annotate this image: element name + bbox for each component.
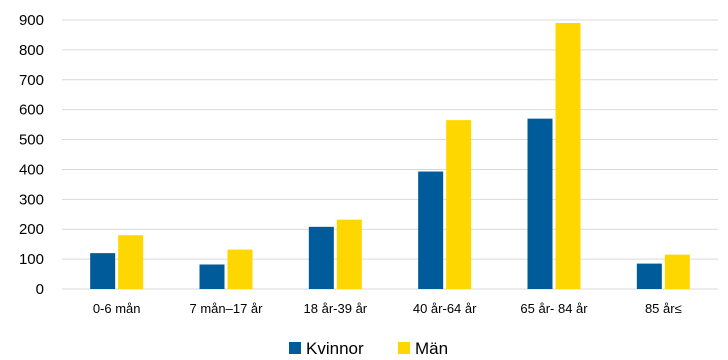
y-tick-label: 800 — [19, 42, 44, 59]
legend-swatch — [289, 342, 301, 354]
x-tick-label: 40 år-64 år — [413, 301, 477, 316]
x-tick-label: 65 år- 84 år — [520, 301, 588, 316]
bar-man — [227, 249, 253, 289]
legend-label: Kvinnor — [306, 339, 364, 358]
y-tick-label: 100 — [19, 251, 44, 268]
y-tick-label: 0 — [36, 281, 44, 298]
grid-lines — [62, 19, 718, 290]
y-tick-label: 700 — [19, 72, 44, 89]
x-tick-label: 0-6 mån — [93, 301, 141, 316]
bar-kvinnor — [90, 253, 116, 289]
y-axis-ticks: 0 100 200 300 400 500 600 700 800 900 — [19, 12, 44, 298]
x-axis-ticks: 0-6 mån 7 mån–17 år 18 år-39 år 40 år-64 år… — [93, 301, 682, 316]
legend-swatch — [398, 342, 410, 354]
y-tick-label: 900 — [19, 12, 44, 29]
bar-kvinnor — [418, 171, 444, 289]
bar-kvinnor — [527, 118, 553, 289]
bar-man — [555, 22, 581, 289]
bar-man — [118, 235, 144, 289]
x-tick-label: 85 år≤ — [645, 301, 682, 316]
bar-man — [664, 254, 690, 289]
bar-man — [446, 120, 472, 289]
y-tick-label: 300 — [19, 191, 44, 208]
bar-kvinnor — [636, 263, 662, 289]
x-tick-label: 7 mån–17 år — [190, 301, 264, 316]
bar-man — [336, 219, 362, 289]
bars — [90, 22, 690, 289]
bar-kvinnor — [308, 226, 334, 289]
y-tick-label: 600 — [19, 102, 44, 119]
y-tick-label: 200 — [19, 221, 44, 238]
y-tick-label: 400 — [19, 161, 44, 178]
legend: Kvinnor Män — [289, 339, 448, 358]
y-tick-label: 500 — [19, 132, 44, 149]
x-tick-label: 18 år-39 år — [304, 301, 368, 316]
legend-label: Män — [415, 339, 448, 358]
bar-kvinnor — [199, 264, 225, 289]
